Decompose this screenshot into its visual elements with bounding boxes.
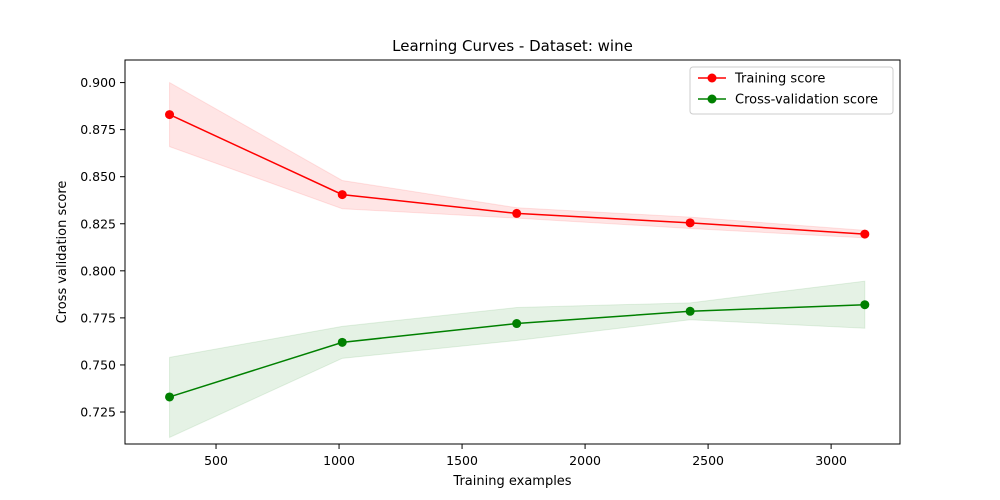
x-tick-label: 2500 [692,453,724,468]
y-tick-label: 0.875 [80,122,116,137]
cross-validation-score-point [337,337,347,347]
x-tick-label: 3000 [815,453,847,468]
y-tick-label: 0.825 [80,216,116,231]
confidence-bands [169,81,866,439]
cross-validation-score-point [512,319,522,329]
plot-area-frame [124,59,901,445]
training-score-legend-marker [707,73,717,83]
training-score-point [860,229,870,239]
y-tick-label: 0.725 [80,405,116,420]
y-tick-label: 0.850 [80,169,116,184]
y-tick-label: 0.750 [80,357,116,372]
legend-box [689,66,894,115]
chart-title: Learning Curves - Dataset: wine [392,37,633,55]
training-score-point [685,218,695,228]
cross-validation-score-point [860,300,870,310]
y-tick-label: 0.800 [80,263,116,278]
cross-validation-score-point [165,392,175,402]
x-tick-label: 500 [204,453,228,468]
cross-validation-score-legend-label: Cross-validation score [735,93,878,108]
x-tick-label: 1500 [446,453,478,468]
x-axis-title: Training examples [452,474,571,489]
legend: Training score Cross-validation score [689,66,894,115]
y-tick-label: 0.775 [80,310,116,325]
cross-validation-score-point [685,306,695,316]
series-points [165,110,870,402]
x-tick-label: 2000 [569,453,601,468]
training-score-point [512,208,522,218]
y-axis-title: Cross validation score [55,181,70,324]
cross-validation-score-legend-marker [707,94,717,104]
x-tick-label: 1000 [323,453,355,468]
cross-validation-score-band [169,280,866,439]
y-tick-label: 0.900 [80,75,116,90]
training-score-point [165,110,175,120]
training-score-point [337,190,347,200]
y-axis-ticks: 0.725 0.750 0.775 0.800 0.825 0.850 0.875 0.900 [80,75,125,420]
x-axis-ticks: 500 1000 1500 2000 2500 3000 [204,444,847,468]
training-score-legend-label: Training score [734,72,825,87]
